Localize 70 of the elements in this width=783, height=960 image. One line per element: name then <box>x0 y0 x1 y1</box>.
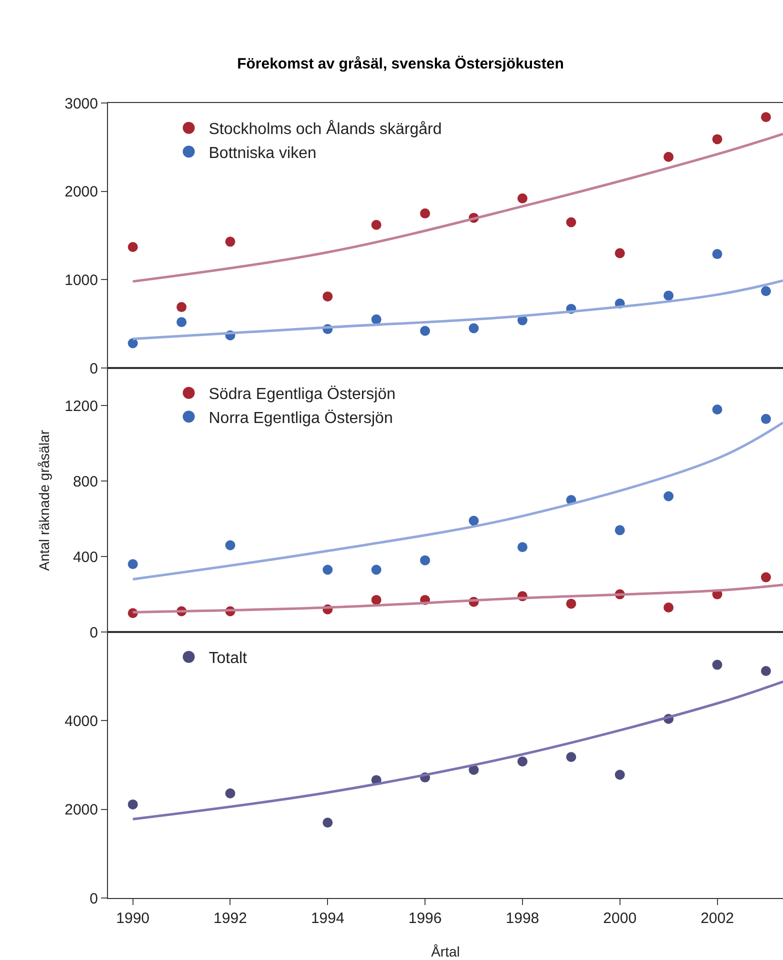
point <box>664 491 674 502</box>
y-tick-label: 3000 <box>64 95 98 112</box>
point <box>322 291 333 302</box>
x-tick-label: 1996 <box>408 910 442 927</box>
point <box>468 323 479 334</box>
point <box>371 314 382 324</box>
point <box>128 559 138 570</box>
x-tick-label: 1992 <box>214 910 247 927</box>
point <box>760 414 771 424</box>
point <box>664 152 674 162</box>
y-tick-label: 4000 <box>64 712 98 730</box>
point <box>176 302 187 312</box>
line-series <box>132 680 783 820</box>
point <box>420 326 430 336</box>
x-tick-label: 1990 <box>116 910 150 927</box>
x-tick-label: 2000 <box>603 910 637 927</box>
point <box>712 404 722 414</box>
point <box>712 134 722 144</box>
y-tick-label: 0 <box>90 890 98 908</box>
legend-label: Totalt <box>208 650 248 668</box>
point <box>712 249 722 260</box>
point <box>225 236 236 247</box>
y-tick-label: 1000 <box>64 272 98 289</box>
point <box>371 220 382 230</box>
point <box>322 564 333 575</box>
y-tick-label: 400 <box>72 548 98 566</box>
point <box>664 602 674 612</box>
point <box>128 338 138 348</box>
point <box>614 770 625 780</box>
y-tick-label: 0 <box>90 624 98 642</box>
legend-label: Bottniska viken <box>208 144 316 162</box>
point <box>760 666 771 676</box>
point <box>760 572 771 582</box>
y-tick-label: 1200 <box>64 398 98 415</box>
x-axis-title: Årtal <box>431 943 460 960</box>
point <box>566 217 576 228</box>
y-tick-label: 2000 <box>64 184 98 201</box>
point <box>566 598 576 609</box>
point <box>760 112 771 122</box>
point <box>176 317 187 328</box>
point <box>420 555 430 566</box>
y-tick-label: 800 <box>72 473 98 490</box>
point <box>664 290 674 301</box>
y-tick-label: 0 <box>90 360 98 378</box>
y-axis-title: Antal räknade gråsälar <box>36 430 52 571</box>
point <box>420 208 430 218</box>
chart-title: Förekomst av gråsäl, svenska Östersjökusten <box>237 55 564 72</box>
point <box>128 242 138 252</box>
y-tick-label: 2000 <box>64 802 98 819</box>
point <box>517 756 528 766</box>
point <box>614 525 625 536</box>
x-tick-label: 1994 <box>310 910 344 927</box>
legend-label: Stockholms och Ålands skärgård <box>208 120 442 138</box>
point <box>225 540 236 550</box>
point <box>468 516 479 526</box>
point <box>371 564 382 575</box>
legend-label: Södra Egentliga Östersjön <box>208 385 396 404</box>
point <box>614 248 625 258</box>
x-tick-label: 1998 <box>506 910 540 927</box>
point <box>322 818 333 828</box>
point <box>760 286 771 296</box>
legend-label: Norra Egentliga Östersjön <box>208 408 393 427</box>
point <box>517 542 528 552</box>
point <box>517 193 528 204</box>
point <box>128 799 138 810</box>
point <box>712 660 722 670</box>
point <box>225 788 236 798</box>
point <box>371 594 382 605</box>
x-tick-label: 2002 <box>700 910 734 927</box>
point <box>566 752 576 762</box>
